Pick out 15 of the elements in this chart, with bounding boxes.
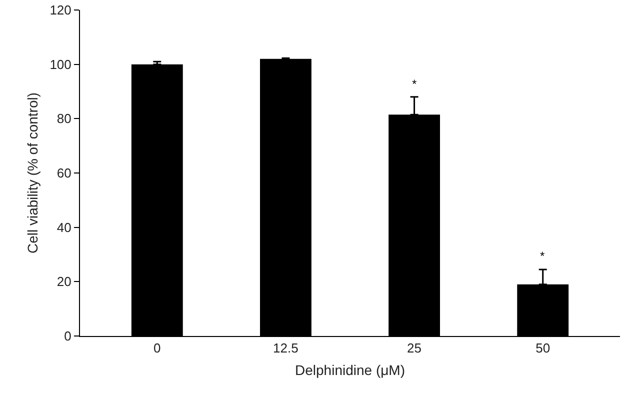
y-tick-label: 120 xyxy=(50,2,72,18)
y-axis-title: Cell viability (% of control) xyxy=(24,92,40,254)
x-tick-label: 0 xyxy=(154,340,161,356)
y-tick-label: 60 xyxy=(56,166,72,181)
y-tick-label: 80 xyxy=(56,111,72,126)
x-axis-title: Delphinidine (μM) xyxy=(295,362,405,378)
y-tick-label: 0 xyxy=(64,328,72,344)
y-tick-label: 100 xyxy=(50,56,72,72)
annotation: * xyxy=(412,77,417,91)
y-tick-label: 20 xyxy=(56,274,72,290)
x-tick-label: 25 xyxy=(407,340,422,356)
x-tick-label: 12.5 xyxy=(273,340,298,356)
x-tick-label: 50 xyxy=(536,340,550,356)
annotation: * xyxy=(540,249,545,263)
y-tick-label: 40 xyxy=(56,220,72,235)
